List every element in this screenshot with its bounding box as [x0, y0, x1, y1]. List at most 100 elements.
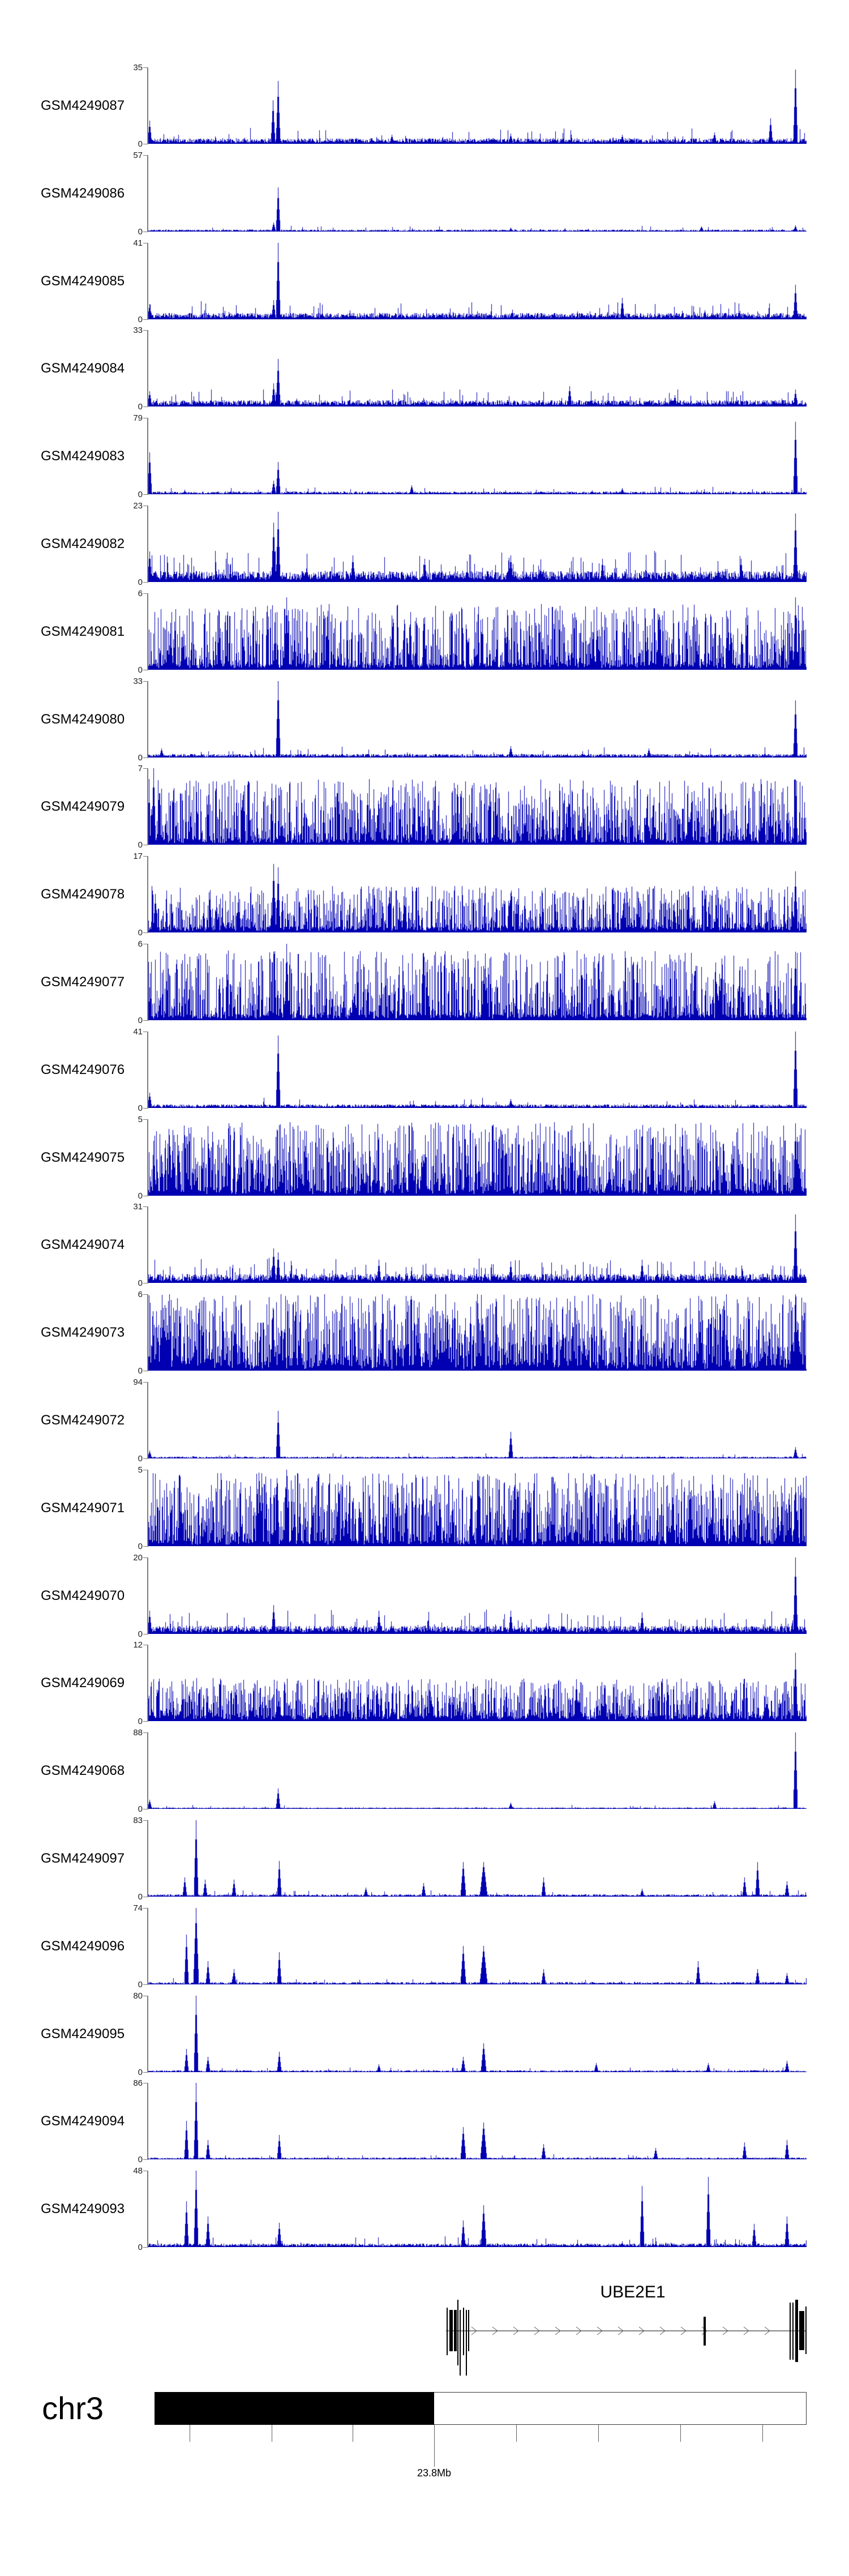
axis-tick [143, 67, 147, 68]
track-ymax-label: 80 [133, 1991, 143, 2001]
track-ymin-label: 0 [138, 402, 143, 412]
track-y-axis [147, 681, 148, 758]
exon-mark [460, 2310, 461, 2376]
track-ymax-label: 88 [133, 1728, 143, 1738]
axis-tick [143, 494, 147, 495]
exon-mark [795, 2300, 798, 2362]
track-label: GSM4249081 [40, 623, 125, 639]
strand-direction-chevron-icon [534, 2326, 540, 2335]
track-ymin-label: 0 [138, 1804, 143, 1814]
axis-tick [143, 1119, 147, 1120]
axis-tick [143, 406, 147, 407]
track-label: GSM4249084 [40, 360, 125, 376]
track-label: GSM4249097 [40, 1850, 125, 1866]
track-y-axis [147, 1557, 148, 1634]
track-label: GSM4249095 [40, 2026, 125, 2042]
axis-tick [143, 319, 147, 320]
exon-mark [799, 2311, 804, 2350]
track-label: GSM4249073 [40, 1324, 125, 1340]
axis-tick [143, 932, 147, 933]
axis-tick [143, 593, 147, 594]
exon-mark [454, 2310, 457, 2351]
track-y-axis [147, 1996, 148, 2073]
axis-tick [143, 1820, 147, 1821]
track-label: GSM4249086 [40, 185, 125, 201]
coverage-signal [148, 418, 807, 494]
strand-direction-chevron-icon [764, 2326, 770, 2335]
ruler-minor-tick [598, 2425, 599, 2442]
chromosome-label: chr3 [42, 2390, 104, 2426]
strand-direction-chevron-icon [618, 2326, 624, 2335]
track-ymax-label: 94 [133, 1377, 143, 1387]
track-y-axis [147, 1820, 148, 1897]
track-label: GSM4249075 [40, 1149, 125, 1165]
track-ymin-label: 0 [138, 1366, 143, 1376]
track-y-axis [147, 768, 148, 845]
track-y-axis [147, 330, 148, 407]
axis-tick [143, 856, 147, 857]
track-ymin-label: 0 [138, 840, 143, 850]
strand-direction-chevron-icon [743, 2326, 749, 2335]
coverage-signal [148, 1557, 807, 1634]
strand-direction-chevron-icon [680, 2326, 687, 2335]
track-label: GSM4249094 [40, 2113, 125, 2129]
axis-tick [143, 768, 147, 769]
coverage-signal [148, 1908, 807, 1984]
track-ymin-label: 0 [138, 1980, 143, 1989]
track-ymax-label: 41 [133, 238, 143, 248]
track-y-axis [147, 243, 148, 320]
coverage-signal [148, 1382, 807, 1458]
track-ymin-label: 0 [138, 2068, 143, 2077]
track-ymax-label: 86 [133, 2078, 143, 2088]
track-y-axis [147, 1732, 148, 1809]
track-ymax-label: 23 [133, 501, 143, 511]
strand-direction-chevron-icon [555, 2326, 561, 2335]
track-ymin-label: 0 [138, 1892, 143, 1902]
axis-tick [143, 1984, 147, 1985]
axis-tick [143, 681, 147, 682]
track-ymax-label: 5 [138, 1465, 143, 1475]
coverage-signal [148, 1820, 807, 1897]
coverage-signal [148, 1206, 807, 1283]
track-ymin-label: 0 [138, 315, 143, 324]
track-label: GSM4249069 [40, 1675, 125, 1691]
track-ymax-label: 83 [133, 1816, 143, 1825]
strand-direction-chevron-icon [492, 2326, 498, 2335]
exon-mark [790, 2303, 791, 2360]
axis-tick [143, 2159, 147, 2160]
track-label: GSM4249083 [40, 448, 125, 464]
track-ymax-label: 6 [138, 589, 143, 598]
strand-direction-chevron-icon [471, 2326, 477, 2335]
track-ymax-label: 35 [133, 63, 143, 72]
track-y-axis [147, 418, 148, 495]
track-label: GSM4249068 [40, 1762, 125, 1778]
ruler-minor-tick [680, 2425, 681, 2442]
track-y-axis [147, 1119, 148, 1196]
ruler-minor-tick [762, 2425, 763, 2442]
coverage-signal [148, 856, 807, 932]
axis-tick [143, 1908, 147, 1909]
track-ymin-label: 0 [138, 139, 143, 149]
track-ymax-label: 5 [138, 1115, 143, 1124]
coverage-signal [148, 593, 807, 670]
track-y-axis [147, 1470, 148, 1547]
coverage-signal [148, 1032, 807, 1108]
track-ymin-label: 0 [138, 2243, 143, 2252]
axis-tick [143, 2247, 147, 2248]
exon-mark [466, 2310, 467, 2376]
coverage-signal [148, 1119, 807, 1196]
track-ymin-label: 0 [138, 1103, 143, 1113]
track-y-axis [147, 1382, 148, 1459]
track-y-axis [147, 1294, 148, 1371]
track-ymax-label: 7 [138, 764, 143, 773]
track-label: GSM4249096 [40, 1938, 125, 1954]
track-ymin-label: 0 [138, 1191, 143, 1201]
coverage-signal [148, 768, 807, 845]
axis-tick [143, 2072, 147, 2073]
axis-tick [143, 1557, 147, 1558]
position-label: 23.8Mb [417, 2467, 452, 2479]
exon-mark [792, 2303, 794, 2360]
track-ymax-label: 41 [133, 1027, 143, 1037]
track-y-axis [147, 1032, 148, 1109]
track-y-axis [147, 155, 148, 232]
